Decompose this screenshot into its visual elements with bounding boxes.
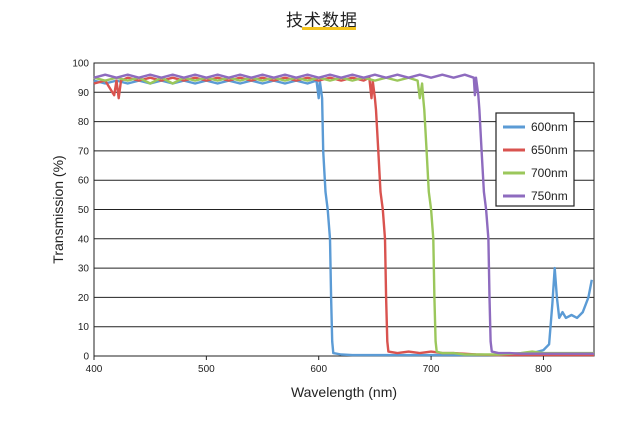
section-header: 技术数据: [0, 6, 644, 31]
legend-label-650nm: 650nm: [531, 143, 568, 157]
x-tick-label: 400: [86, 364, 103, 375]
y-tick-label: 40: [78, 234, 90, 245]
y-tick-label: 50: [78, 205, 90, 216]
y-tick-label: 20: [78, 293, 90, 304]
section-title: 技术数据: [286, 11, 358, 31]
x-tick-label: 700: [423, 364, 440, 375]
legend-label-750nm: 750nm: [531, 189, 568, 203]
y-axis-label: Transmission (%): [50, 155, 66, 263]
title-underline: [302, 27, 356, 30]
y-tick-label: 10: [78, 322, 90, 333]
series-line-750nm: [93, 73, 594, 355]
y-tick-label: 30: [78, 264, 90, 275]
y-tick-label: 80: [78, 117, 90, 128]
y-tick-label: 0: [83, 352, 89, 363]
series-line-700nm: [93, 76, 594, 356]
series-line-600nm: [93, 79, 593, 357]
x-tick-label: 600: [310, 364, 327, 375]
y-tick-label: 70: [78, 146, 90, 157]
x-axis-label: Wavelength (nm): [291, 384, 397, 400]
y-tick-label: 90: [78, 88, 90, 99]
legend-label-600nm: 600nm: [531, 120, 568, 134]
x-tick-label: 800: [535, 364, 552, 375]
x-tick-label: 500: [198, 364, 215, 375]
legend-label-700nm: 700nm: [531, 166, 568, 180]
y-tick-label: 60: [78, 176, 90, 187]
y-tick-label: 100: [72, 59, 89, 70]
